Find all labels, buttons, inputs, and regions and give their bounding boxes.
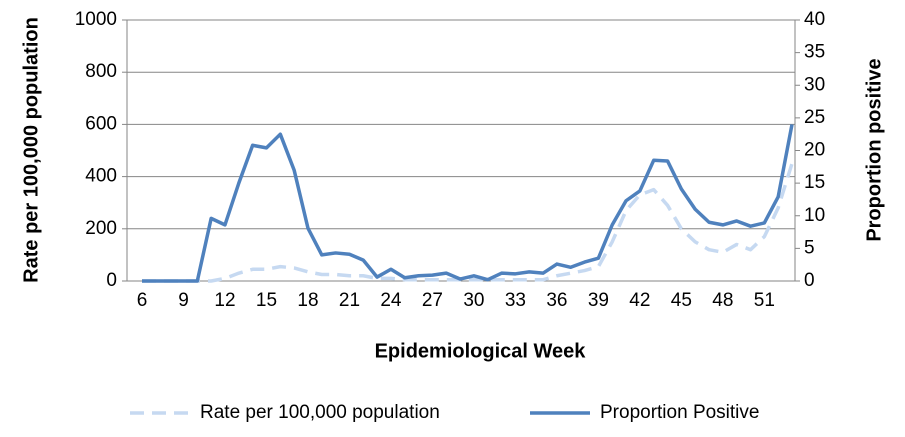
x-tick-label: 24 <box>380 290 402 311</box>
x-tick-label: 9 <box>178 290 189 311</box>
y-tick-label: 200 <box>85 218 117 239</box>
y2-tick-label: 5 <box>804 237 815 258</box>
y-tick-label: 400 <box>85 166 117 187</box>
series-line <box>142 124 794 283</box>
y-tick-label: 0 <box>106 270 117 291</box>
y2-tick-label: 10 <box>804 205 825 226</box>
x-tick-label: 45 <box>671 290 692 311</box>
x-tick-label: 36 <box>546 290 567 311</box>
x-tick-label: 12 <box>214 290 235 311</box>
x-tick-label: 15 <box>256 290 277 311</box>
x-tick-label: 27 <box>422 290 443 311</box>
x-axis-title: Epidemiological Week <box>375 340 587 362</box>
x-tick-label: 39 <box>588 290 609 311</box>
x-tick-label: 33 <box>505 290 526 311</box>
legend-label: Rate per 100,000 population <box>200 402 440 423</box>
y2-axis-title: Proportion positive <box>863 58 885 241</box>
y2-tick-label: 25 <box>804 107 825 128</box>
x-tick-label: 51 <box>754 290 775 311</box>
y-tick-label: 1000 <box>75 9 117 30</box>
legend-label: Proportion Positive <box>600 402 759 423</box>
y-tick-label: 600 <box>85 113 117 134</box>
x-tick-label: 42 <box>629 290 650 311</box>
y2-tick-label: 0 <box>804 270 815 291</box>
x-tick-label: 30 <box>463 290 484 311</box>
x-tick-label: 6 <box>137 290 148 311</box>
y2-tick-label: 15 <box>804 172 825 193</box>
x-tick-label: 48 <box>712 290 733 311</box>
y-axis-title: Rate per 100,000 population <box>20 17 42 283</box>
y2-tick-label: 30 <box>804 74 825 95</box>
y2-tick-label: 35 <box>804 42 825 63</box>
y-tick-label: 800 <box>85 61 117 82</box>
y2-tick-label: 40 <box>804 9 825 30</box>
y2-tick-label: 20 <box>804 140 825 161</box>
x-tick-label: 18 <box>297 290 318 311</box>
x-tick-label: 21 <box>339 290 360 311</box>
